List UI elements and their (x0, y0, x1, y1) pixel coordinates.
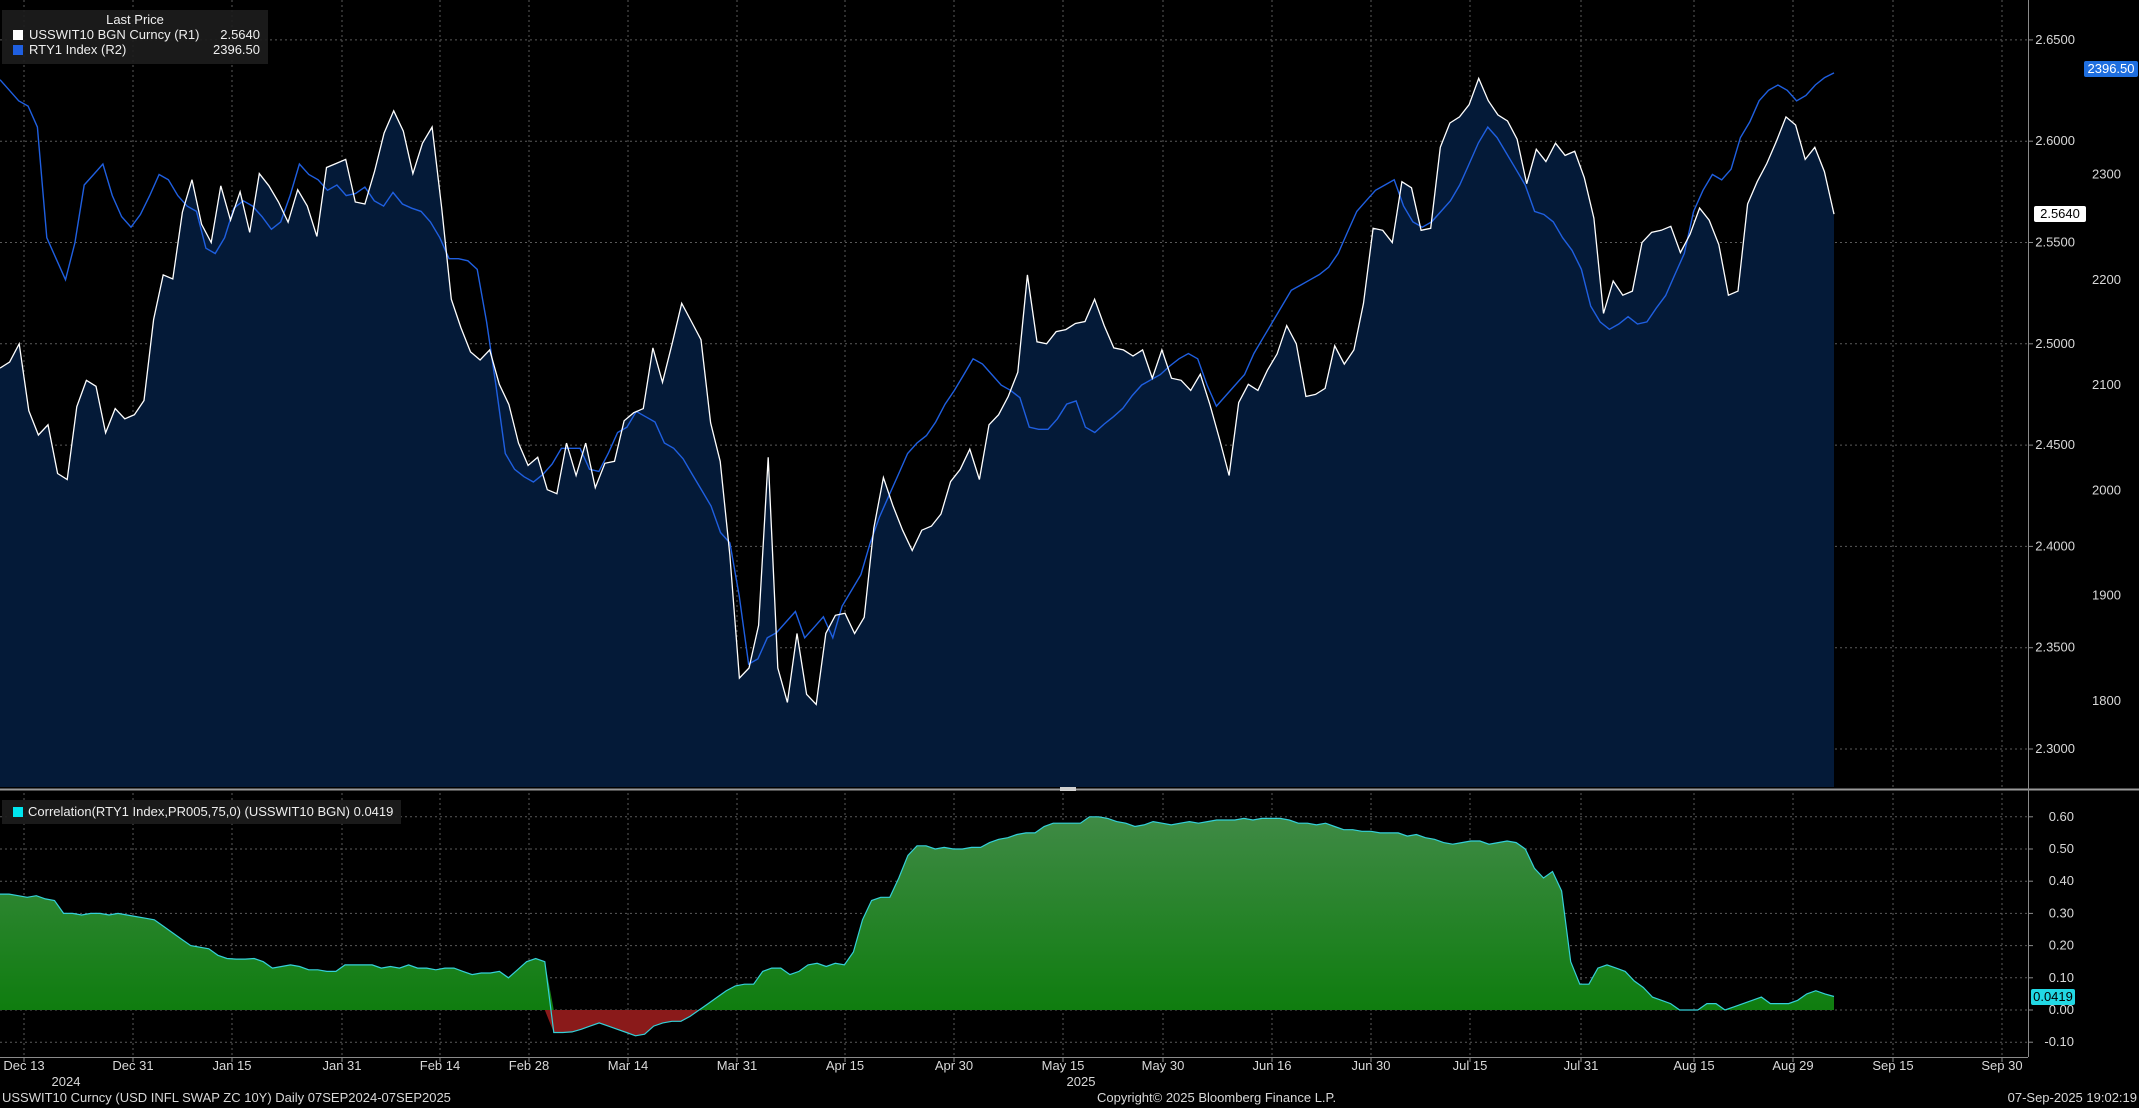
legend-series-name: RTY1 Index (R2) (29, 42, 127, 57)
legend-lower: Correlation(RTY1 Index,PR005,75,0) (USSW… (2, 800, 402, 824)
axis-labels: 2.6500 2.6000 2.5500 2.5000 2.4500 2.4000 2.35… (3, 32, 2138, 1089)
y2-tick-label: 1800 (2092, 693, 2121, 708)
footer-timestamp: 07-Sep-2025 19:02:19 (2007, 1090, 2137, 1105)
axes (0, 0, 2139, 1062)
x-tick-label: Jun 16 (1252, 1058, 1291, 1073)
x-tick-label: Mar 14 (608, 1058, 648, 1073)
correlation-positive-area (0, 816, 1834, 1010)
y1-tick-label: 2.4500 (2035, 437, 2075, 452)
correlation-line (0, 816, 1835, 1037)
corr-last-tag: 0.0419 (2031, 989, 2075, 1005)
corr-tick-label: 0.30 (2049, 905, 2074, 920)
corr-last-tag-text: 0.0419 (2033, 989, 2073, 1004)
y2-tick-label: 2300 (2092, 167, 2121, 182)
y1-tick-label: 2.4000 (2035, 538, 2075, 553)
x-tick-label: Sep 15 (1872, 1058, 1913, 1073)
corr-tick-label: 0.60 (2049, 809, 2074, 824)
rty1-last-tag-bg (2084, 61, 2138, 77)
x-tick-label: May 30 (1142, 1058, 1185, 1073)
usswit10-last-tag-text: 2.5640 (2040, 206, 2080, 221)
usswit10-last-tag: 2.5640 (2034, 206, 2086, 222)
year-label: 2024 (52, 1074, 81, 1089)
corr-tick-label: 0.50 (2049, 841, 2074, 856)
y1-tick-label: 2.6000 (2035, 133, 2075, 148)
y1-tick-label: 2.5000 (2035, 336, 2075, 351)
footer-copyright: Copyright© 2025 Bloomberg Finance L.P. (1097, 1090, 1337, 1105)
y2-tick-label: 2000 (2092, 482, 2121, 497)
corr-tick-label: 0.10 (2049, 970, 2074, 985)
legend-swatch-white (13, 30, 23, 40)
x-tick-label: Jun 30 (1351, 1058, 1390, 1073)
legend-series-value: 2396.50 (213, 42, 260, 57)
corr-tick-label: 0.00 (2049, 1002, 2074, 1017)
rty1-last-tag-text: 2396.50 (2088, 61, 2135, 76)
legend-series-value: 2.5640 (220, 27, 260, 42)
x-tick-label: Jul 15 (1453, 1058, 1488, 1073)
y2-tick-label: 2100 (2092, 377, 2121, 392)
year-label: 2025 (1067, 1074, 1096, 1089)
x-tick-label: Aug 15 (1673, 1058, 1714, 1073)
legend-swatch-blue (13, 45, 23, 55)
footer-security: USSWIT10 Curncy (USD INFL SWAP ZC 10Y) D… (2, 1090, 451, 1105)
usswit10-area (0, 78, 1834, 787)
legend-upper: Last Price USSWIT10 BGN Curncy (R1) 2.56… (2, 10, 268, 64)
rty1-last-tag: 2396.50 (2084, 61, 2138, 77)
x-tick-label: Apr 15 (826, 1058, 864, 1073)
y1-tick-label: 2.3000 (2035, 741, 2075, 756)
lower-panel (0, 816, 1835, 1037)
x-tick-label: Aug 29 (1772, 1058, 1813, 1073)
correlation-negative-area (0, 1010, 1834, 1036)
y1-tick-label: 2.6500 (2035, 32, 2075, 47)
x-tick-label: May 15 (1042, 1058, 1085, 1073)
corr-tick-label: 0.40 (2049, 873, 2074, 888)
legend-correlation-label: Correlation(RTY1 Index,PR005,75,0) (USSW… (28, 804, 394, 819)
usswit10-last-tag-bg (2034, 206, 2086, 222)
usswit10-line (0, 76, 1835, 706)
x-tick-label: Mar 31 (717, 1058, 757, 1073)
x-tick-label: Sep 30 (1981, 1058, 2022, 1073)
panel-resize-handle (1060, 787, 1076, 791)
x-tick-label: Dec 13 (3, 1058, 44, 1073)
y1-tick-label: 2.3500 (2035, 640, 2075, 655)
legend-row-usswit10: USSWIT10 BGN Curncy (R1) 2.5640 (2, 27, 268, 42)
x-tick-label: Feb 14 (420, 1058, 460, 1073)
x-tick-label: Jul 31 (1564, 1058, 1599, 1073)
y1-tick-label: 2.5500 (2035, 235, 2075, 250)
corr-tick-label: -0.10 (2044, 1034, 2074, 1049)
x-tick-label: Feb 28 (509, 1058, 549, 1073)
rty1-line (0, 72, 1835, 666)
y2-tick-label: 2200 (2092, 272, 2121, 287)
x-tick-label: Apr 30 (935, 1058, 973, 1073)
x-tick-label: Dec 31 (112, 1058, 153, 1073)
corr-tick-label: 0.20 (2049, 938, 2074, 953)
corr-last-tag-bg (2031, 989, 2075, 1005)
y2-tick-label: 1900 (2092, 588, 2121, 603)
upper-panel (0, 72, 1835, 787)
legend-row-rty1: RTY1 Index (R2) 2396.50 (2, 42, 268, 57)
legend-swatch-cyan (13, 807, 23, 817)
legend-series-name: USSWIT10 BGN Curncy (R1) (29, 27, 200, 42)
legend-header: Last Price (106, 12, 164, 27)
x-tick-label: Jan 31 (322, 1058, 361, 1073)
x-tick-label: Jan 15 (212, 1058, 251, 1073)
